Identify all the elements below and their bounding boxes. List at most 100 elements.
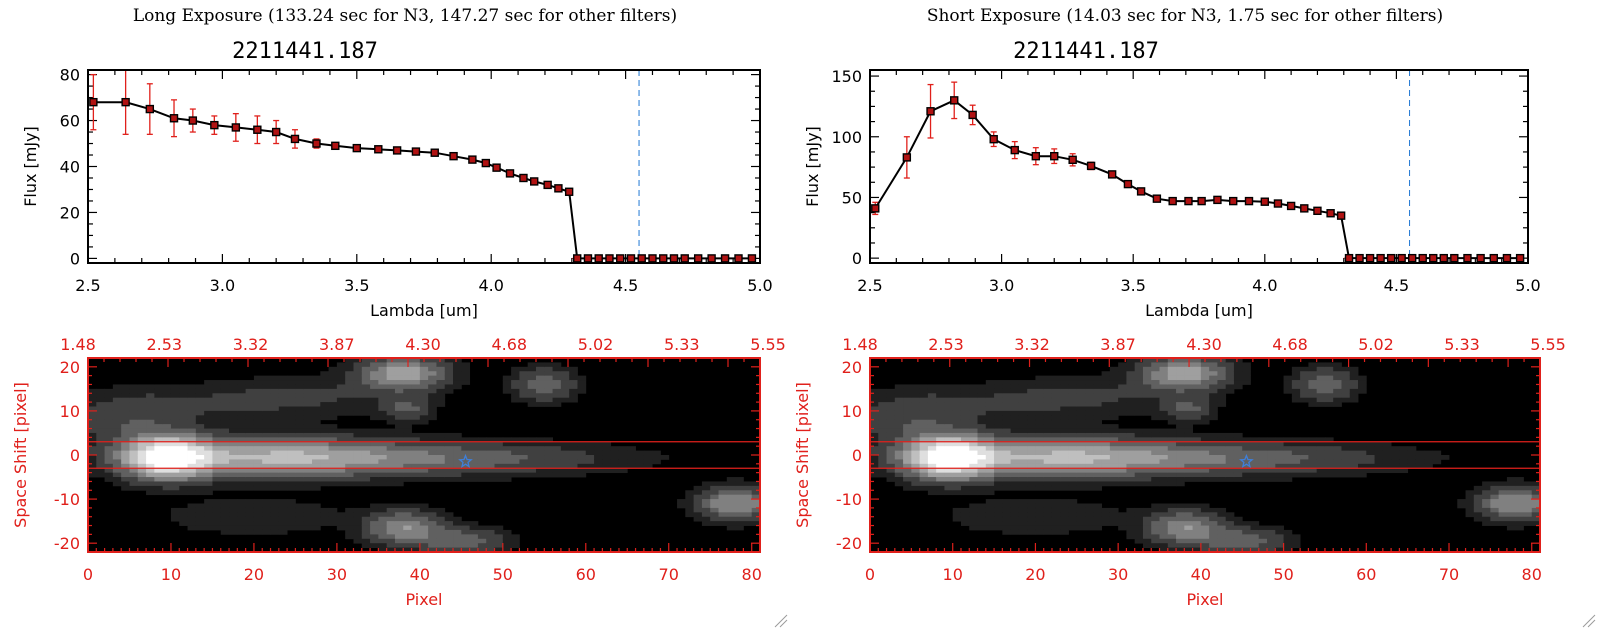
image-pixel xyxy=(1233,529,1243,535)
image-pixel xyxy=(1300,393,1309,399)
image-pixel xyxy=(1523,485,1533,491)
image-pixel xyxy=(195,397,205,403)
image-pixel xyxy=(1225,441,1235,447)
image-pixel xyxy=(1167,503,1177,509)
image-pixel xyxy=(444,432,454,438)
image-pixel xyxy=(461,450,471,456)
image-pixel xyxy=(927,468,937,474)
image-pixel xyxy=(1085,406,1094,412)
image-pixel xyxy=(345,432,354,438)
image-pixel xyxy=(154,406,164,412)
image-pixel xyxy=(1142,402,1152,407)
image-pixel xyxy=(411,366,421,372)
image-pixel xyxy=(278,485,288,491)
image-pixel xyxy=(960,437,970,443)
image-pixel xyxy=(104,428,114,434)
image-pixel xyxy=(212,507,222,513)
image-pixel xyxy=(88,441,97,447)
image-pixel xyxy=(1027,525,1036,531)
image-pixel xyxy=(419,472,429,478)
image-pixel xyxy=(1275,525,1284,531)
image-pixel xyxy=(1051,499,1061,504)
image-pixel xyxy=(179,516,188,522)
image-pixel xyxy=(1051,406,1061,412)
image-pixel xyxy=(121,446,130,451)
x-tick-label: 4.5 xyxy=(613,276,638,295)
image-pixel xyxy=(969,419,978,425)
image-pixel xyxy=(643,450,653,456)
image-pixel xyxy=(262,419,271,425)
image-pixel xyxy=(386,468,396,474)
image-pixel xyxy=(1233,463,1243,469)
image-pixel xyxy=(1118,393,1127,399)
image-pixel xyxy=(204,402,213,407)
resize-grip-right[interactable] xyxy=(1582,614,1596,628)
image-pixel xyxy=(1043,459,1053,465)
image-pixel xyxy=(511,397,520,403)
image-pixel xyxy=(1010,472,1020,478)
image-pixel xyxy=(1225,450,1235,456)
image-pixel xyxy=(195,393,205,399)
image-pixel xyxy=(527,393,537,399)
image-pixel xyxy=(1010,437,1020,443)
image-pixel xyxy=(121,459,130,465)
image-pixel xyxy=(312,521,321,526)
image-pixel xyxy=(1093,485,1102,491)
image-pixel xyxy=(1457,503,1466,509)
image-pixel xyxy=(685,503,695,509)
image-frame xyxy=(87,357,761,553)
image-pixel xyxy=(1126,371,1136,377)
image-pixel xyxy=(137,428,147,434)
image-pixel xyxy=(220,388,230,394)
image-pixel xyxy=(903,406,912,412)
image-pixel xyxy=(1225,380,1235,385)
image-pixel xyxy=(170,424,180,429)
image-pixel xyxy=(204,512,213,518)
image-pixel xyxy=(1184,468,1193,474)
y-tick-label: -20 xyxy=(836,534,862,553)
image-pixel xyxy=(1184,463,1193,469)
image-pixel xyxy=(1159,428,1169,434)
image-pixel xyxy=(419,525,429,531)
image-pixel xyxy=(594,468,603,474)
image-pixel xyxy=(743,507,753,513)
image-pixel xyxy=(1308,397,1318,403)
image-pixel xyxy=(1225,521,1235,526)
image-pixel xyxy=(220,419,230,425)
image-pixel xyxy=(112,402,122,407)
image-pixel xyxy=(129,384,139,390)
image-pixel xyxy=(129,437,139,443)
image-pixel xyxy=(1159,538,1169,544)
image-pixel xyxy=(1126,432,1136,438)
image-pixel xyxy=(1118,455,1127,460)
image-pixel xyxy=(878,402,887,407)
resize-grip-left[interactable] xyxy=(774,614,788,628)
image-pixel xyxy=(104,455,114,460)
image-pixel xyxy=(618,463,628,469)
image-pixel xyxy=(1018,437,1028,443)
image-pixel xyxy=(1250,529,1260,535)
image-pixel xyxy=(237,472,247,478)
x-axis-label: Pixel xyxy=(405,590,442,609)
image-pixel xyxy=(1134,507,1144,513)
image-pixel xyxy=(312,512,321,518)
image-pixel xyxy=(751,516,761,522)
image-pixel xyxy=(1126,358,1136,363)
image-pixel xyxy=(544,472,553,478)
image-pixel xyxy=(1043,406,1053,412)
image-pixel xyxy=(1051,481,1061,487)
image-pixel xyxy=(1200,393,1210,399)
image-pixel xyxy=(361,468,371,474)
image-pixel xyxy=(1349,463,1359,469)
image-pixel xyxy=(361,521,371,526)
top-tick-label: 5.55 xyxy=(1530,335,1566,354)
image-pixel xyxy=(461,437,471,443)
image-pixel xyxy=(345,468,354,474)
image-pixel xyxy=(88,402,97,407)
image-pixel xyxy=(1043,503,1053,509)
flux-point xyxy=(1502,253,1512,263)
image-pixel xyxy=(146,459,155,465)
image-pixel xyxy=(1515,507,1524,513)
image-pixel xyxy=(270,424,280,429)
